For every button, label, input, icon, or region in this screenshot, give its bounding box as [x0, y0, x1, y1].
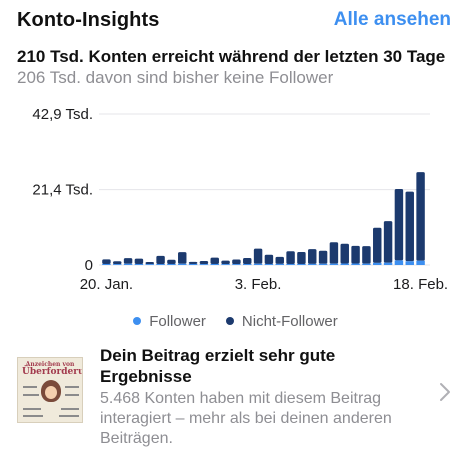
reach-chart-svg: 42,9 Tsd. 21,4 Tsd. 0 20. Jan. 3. Feb. 18. Fe… — [32, 106, 448, 293]
thumbnail-title: Anzeichen von Überforderung — [22, 361, 82, 377]
bar-non-follower — [253, 248, 263, 264]
legend-item-follower: Follower — [133, 311, 206, 331]
bar-follower — [210, 263, 219, 265]
bar-follower — [188, 263, 198, 265]
x-tick-label: 3. Feb. — [235, 276, 282, 293]
thumbnail-text-line — [23, 415, 43, 417]
bar-non-follower — [416, 172, 425, 261]
bar-follower — [308, 263, 317, 265]
bar-follower — [102, 263, 111, 265]
bar-non-follower — [362, 246, 371, 264]
bar-follower — [232, 264, 241, 265]
thumbnail-text-line — [65, 394, 79, 396]
follower-dot-icon — [133, 317, 142, 325]
bar-non-follower — [264, 254, 274, 264]
bar-non-follower — [351, 245, 360, 264]
see-all-link[interactable]: Alle ansehen — [333, 9, 451, 30]
legend-label-follower: Follower — [149, 312, 206, 330]
bar-non-follower — [329, 242, 339, 264]
bar-non-follower — [102, 259, 111, 264]
bar-non-follower — [210, 257, 219, 264]
bar-non-follower — [394, 188, 404, 261]
page-title: Konto-Insights — [17, 8, 160, 31]
chart-legend: Follower Nicht-Follower — [0, 311, 471, 331]
bar-follower — [329, 263, 339, 265]
bar-non-follower — [134, 258, 144, 264]
thumbnail-text-line — [23, 394, 39, 396]
bar-follower — [156, 264, 165, 265]
bar-non-follower — [405, 191, 414, 262]
legend-item-non-follower: Nicht-Follower — [225, 311, 338, 331]
bar-follower — [351, 263, 360, 265]
bar-follower — [123, 263, 133, 265]
bar-non-follower — [297, 251, 306, 264]
thumbnail-text-line — [65, 386, 79, 388]
bar-follower — [178, 263, 187, 265]
y-tick-label: 21,4 Tsd. — [32, 182, 93, 199]
thumbnail-title-line1: Anzeichen von — [25, 361, 75, 368]
bar-non-follower — [156, 255, 165, 265]
x-tick-label: 18. Feb. — [393, 276, 448, 293]
bar-non-follower — [199, 260, 209, 265]
bar-follower — [221, 264, 230, 265]
x-tick-label: 20. Jan. — [80, 276, 133, 293]
bar-follower — [297, 263, 306, 265]
top-post-row[interactable]: Anzeichen von Überforderung Dein Beitrag… — [17, 345, 456, 455]
reach-subline: 206 Tsd. davon sind bisher keine Followe… — [17, 68, 334, 87]
bar-non-follower — [286, 251, 295, 264]
bar-non-follower — [373, 227, 382, 263]
bar-non-follower — [167, 259, 176, 264]
bar-follower — [383, 262, 393, 265]
bar-follower — [318, 263, 328, 265]
legend-label-non-follower: Nicht-Follower — [241, 312, 338, 330]
bar-non-follower — [308, 249, 317, 264]
bar-follower — [145, 264, 154, 265]
reach-chart: 42,9 Tsd. 21,4 Tsd. 0 20. Jan. 3. Feb. 18. Fe… — [0, 95, 471, 310]
bar-follower — [405, 261, 414, 265]
bar-follower — [340, 263, 349, 265]
insights-header: Konto-Insights Alle ansehen — [17, 6, 451, 34]
reach-headline: 210 Tsd. Konten erreicht während der let… — [17, 47, 446, 66]
bar-follower — [167, 263, 176, 265]
bar-follower — [416, 260, 425, 265]
bar-non-follower — [243, 258, 252, 265]
bar-follower — [275, 263, 284, 265]
bar-non-follower — [340, 243, 349, 264]
bar-non-follower — [145, 262, 154, 265]
thumbnail-title-line2: Überforderung — [22, 367, 82, 377]
bar-follower — [394, 260, 404, 265]
chevron-right-icon[interactable] — [437, 381, 453, 403]
thumbnail-text-line — [23, 386, 37, 388]
bar-follower — [264, 263, 274, 265]
thumbnail-text-line — [59, 415, 79, 417]
post-title: Dein Beitrag erzielt sehr gute Ergebniss… — [100, 346, 336, 386]
bar-non-follower — [221, 260, 230, 265]
bar-follower — [286, 263, 295, 265]
bar-non-follower — [318, 250, 328, 264]
bar-non-follower — [188, 261, 198, 264]
bar-follower — [362, 263, 371, 265]
bar-non-follower — [178, 252, 187, 264]
thumbnail-text-line — [23, 408, 41, 410]
bar-non-follower — [232, 259, 241, 265]
post-description: 5.468 Konten haben mit diesem Beitrag in… — [100, 390, 392, 447]
bar-follower — [199, 264, 209, 265]
y-tick-label: 0 — [85, 257, 93, 274]
y-tick-label: 42,9 Tsd. — [32, 106, 93, 123]
bar-follower — [243, 264, 252, 265]
bar-non-follower — [383, 221, 393, 263]
bar-follower — [113, 264, 122, 265]
bar-non-follower — [275, 256, 284, 264]
bar-follower — [134, 263, 144, 265]
bar-follower — [253, 263, 263, 265]
non-follower-dot-icon — [225, 317, 234, 325]
bar-non-follower — [113, 261, 122, 265]
post-thumbnail[interactable]: Anzeichen von Überforderung — [17, 357, 83, 423]
bar-non-follower — [123, 258, 133, 264]
bar-follower — [373, 262, 382, 265]
thumbnail-illustration-icon — [41, 380, 61, 402]
thumbnail-text-line — [61, 408, 79, 410]
